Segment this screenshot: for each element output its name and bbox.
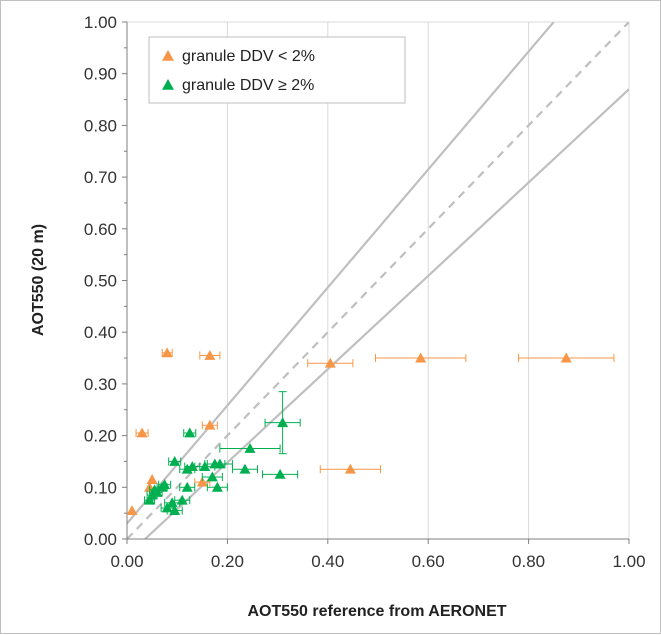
x-tick-label: 0.40 xyxy=(311,552,344,571)
data-point-ddv-high xyxy=(159,479,171,490)
y-tick-label: 0.60 xyxy=(84,220,117,239)
y-tick-label: 0.50 xyxy=(84,272,117,291)
data-point-ddv-high xyxy=(184,427,196,438)
data-point-ddv-low xyxy=(196,476,208,487)
data-point-ddv-high xyxy=(277,417,289,428)
y-tick-label: 0.10 xyxy=(84,478,117,497)
legend-label-ddv-low: granule DDV < 2% xyxy=(182,48,315,65)
y-tick-label: 0.20 xyxy=(84,427,117,446)
y-tick-label: 1.00 xyxy=(84,13,117,32)
data-point-ddv-high xyxy=(181,481,193,492)
data-point-ddv-high xyxy=(169,505,181,515)
data-point-ddv-low xyxy=(146,474,158,484)
x-tick-label: 0.00 xyxy=(110,552,143,571)
y-tick-label: 0.30 xyxy=(84,375,117,394)
x-tick-label: 0.20 xyxy=(211,552,244,571)
data-point-ddv-low xyxy=(560,352,572,363)
axes xyxy=(122,21,630,544)
grid-layer xyxy=(127,21,630,539)
data-points xyxy=(126,347,615,515)
data-point-ddv-low xyxy=(324,357,336,368)
data-point-ddv-high xyxy=(211,481,223,492)
reference-line-lower xyxy=(144,88,629,539)
data-point-ddv-high xyxy=(144,494,156,505)
data-point-ddv-high xyxy=(239,463,251,474)
y-tick-label: 0.40 xyxy=(84,323,117,342)
legend-marker-ddv-high xyxy=(162,79,174,90)
data-point-ddv-low xyxy=(161,347,173,358)
y-tick-label: 0.70 xyxy=(84,168,117,187)
data-point-ddv-low xyxy=(204,419,216,430)
y-tick-label: 0.90 xyxy=(84,65,117,84)
x-tick-label: 0.80 xyxy=(512,552,545,571)
data-point-ddv-high xyxy=(244,443,256,453)
x-axis-title: AOT550 reference from AERONET xyxy=(247,603,506,620)
data-point-ddv-high xyxy=(166,497,178,508)
data-point-ddv-low xyxy=(344,463,356,474)
data-point-ddv-high xyxy=(176,494,188,505)
x-tick-label: 1.00 xyxy=(612,552,645,571)
legend-box xyxy=(148,36,406,104)
data-point-ddv-high xyxy=(206,471,218,482)
y-tick-label: 0.80 xyxy=(84,116,117,135)
data-point-ddv-high xyxy=(169,455,181,466)
data-point-ddv-low xyxy=(126,505,138,515)
tick-labels: 0.00 0.10 0.20 0.30 0.40 0.50 0.60 0.70 0.80 0.90… xyxy=(84,13,646,571)
reference-line-upper xyxy=(127,22,555,525)
legend-marker-ddv-low xyxy=(162,50,174,61)
data-point-ddv-high xyxy=(151,486,163,497)
data-point-ddv-low xyxy=(204,349,216,360)
x-tick-label: 0.60 xyxy=(412,552,445,571)
legend: granule DDV < 2% granule DDV ≥ 2% xyxy=(148,36,406,104)
y-tick-label: 0.00 xyxy=(84,530,117,549)
y-axis-title: AOT550 (20 m) xyxy=(30,224,47,336)
data-point-ddv-low xyxy=(415,352,427,363)
data-point-ddv-high xyxy=(214,458,226,469)
legend-label-ddv-high: granule DDV ≥ 2% xyxy=(182,77,314,94)
data-point-ddv-high xyxy=(181,463,193,474)
data-point-ddv-high xyxy=(274,468,286,479)
data-point-ddv-low xyxy=(136,427,148,438)
